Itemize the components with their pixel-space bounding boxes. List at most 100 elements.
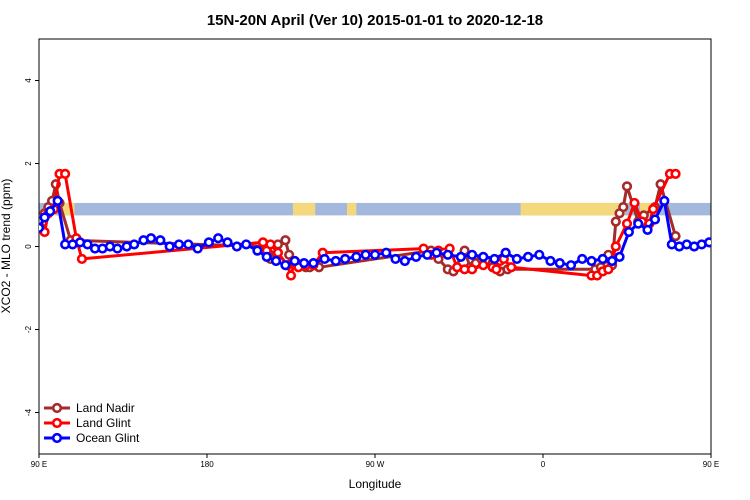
data-point-ocean-glint <box>164 241 175 252</box>
data-point-ocean-glint <box>381 247 392 258</box>
land-mask-band <box>39 202 711 216</box>
legend-swatch-marker <box>51 417 63 429</box>
legend-swatch-marker <box>51 432 63 444</box>
y-tick-label: -4 <box>24 408 33 416</box>
data-point-ocean-glint <box>52 195 63 206</box>
data-point-ocean-glint <box>203 237 214 248</box>
legend-item-land-glint: Land Glint <box>44 416 131 430</box>
data-point-land-glint <box>285 270 297 281</box>
x-tick-label: 90 E <box>703 460 719 469</box>
series-layer <box>39 168 711 281</box>
data-point-ocean-glint <box>330 255 341 267</box>
x-tick-label: 0 <box>541 460 546 469</box>
data-point-land-nadir <box>280 235 291 246</box>
data-point-ocean-glint <box>597 253 608 265</box>
data-point-land-glint <box>60 168 71 179</box>
series-ocean-glint <box>39 195 711 271</box>
data-point-land-glint <box>670 168 681 179</box>
data-point-land-glint <box>466 264 478 275</box>
land-segment <box>292 202 316 216</box>
data-point-ocean-glint <box>399 255 410 267</box>
data-point-land-nadir <box>618 201 629 213</box>
data-point-ocean-glint <box>39 222 45 233</box>
y-tick-label: 0 <box>24 244 33 249</box>
data-point-ocean-glint <box>319 253 330 265</box>
data-point-land-glint <box>265 239 276 250</box>
legend-swatch-marker <box>51 402 63 414</box>
data-point-ocean-glint <box>145 233 157 244</box>
legend-label: Land Nadir <box>76 401 135 415</box>
data-point-ocean-glint <box>82 239 93 250</box>
data-point-land-glint <box>629 197 640 209</box>
data-point-land-nadir <box>621 181 633 192</box>
data-point-land-glint <box>610 241 621 252</box>
legend-item-ocean-glint: Ocean Glint <box>44 431 140 445</box>
data-point-ocean-glint <box>231 241 242 252</box>
legend-item-land-nadir: Land Nadir <box>44 401 135 415</box>
y-tick-label: 4 <box>24 78 33 83</box>
data-point-ocean-glint <box>360 249 371 260</box>
data-point-ocean-glint <box>478 251 489 262</box>
data-point-ocean-glint <box>390 253 401 265</box>
data-point-ocean-glint <box>704 237 711 248</box>
data-point-ocean-glint <box>442 249 453 260</box>
data-point-ocean-glint <box>173 239 185 250</box>
y-tick-label: 2 <box>24 161 33 166</box>
data-point-ocean-glint <box>129 239 140 250</box>
data-point-ocean-glint <box>39 212 50 223</box>
data-point-land-glint <box>491 264 502 275</box>
data-point-ocean-glint <box>455 251 466 262</box>
data-point-ocean-glint <box>565 260 577 271</box>
data-point-ocean-glint <box>155 235 166 246</box>
data-point-ocean-glint <box>489 253 500 265</box>
data-point-ocean-glint <box>308 258 319 269</box>
data-point-land-glint <box>648 204 659 215</box>
data-point-ocean-glint <box>252 245 263 256</box>
data-point-land-glint <box>621 218 633 229</box>
land-segment <box>347 202 357 216</box>
data-point-land-glint <box>272 247 284 258</box>
x-tick-label: 90 E <box>31 460 47 469</box>
data-point-ocean-glint <box>554 258 565 269</box>
data-point-ocean-glint <box>522 251 534 262</box>
data-point-land-glint <box>603 264 614 275</box>
data-point-land-nadir <box>670 231 681 242</box>
data-point-ocean-glint <box>410 251 422 262</box>
x-axis-label: Longitude <box>349 477 402 491</box>
data-point-ocean-glint <box>351 251 362 262</box>
data-point-ocean-glint <box>340 253 351 265</box>
land-segment <box>520 202 626 216</box>
data-point-ocean-glint <box>431 247 442 258</box>
data-point-ocean-glint <box>642 224 653 235</box>
data-point-ocean-glint <box>577 253 588 265</box>
x-tick-label: 180 <box>200 460 214 469</box>
data-point-ocean-glint <box>45 206 56 217</box>
data-point-ocean-glint <box>614 251 625 262</box>
data-point-ocean-glint <box>659 195 670 206</box>
data-point-land-nadir <box>610 216 621 227</box>
data-point-ocean-glint <box>192 243 203 254</box>
data-point-ocean-glint <box>241 239 252 250</box>
legend-label: Land Glint <box>76 416 131 430</box>
x-tick-label: 90 W <box>366 460 385 469</box>
data-point-ocean-glint <box>298 258 310 269</box>
data-point-ocean-glint <box>422 249 433 260</box>
data-point-ocean-glint <box>289 255 300 267</box>
data-point-ocean-glint <box>623 226 634 238</box>
data-point-ocean-glint <box>586 255 597 267</box>
data-point-ocean-glint <box>633 218 644 229</box>
data-point-ocean-glint <box>545 255 556 267</box>
legend-label: Ocean Glint <box>76 431 140 445</box>
y-tick-label: -2 <box>24 325 33 333</box>
data-point-land-glint <box>506 262 517 273</box>
data-point-ocean-glint <box>183 239 194 250</box>
data-point-ocean-glint <box>369 249 381 260</box>
data-point-ocean-glint <box>606 255 618 267</box>
chart-title: 15N-20N April (Ver 10) 2015-01-01 to 202… <box>207 12 543 29</box>
plot-frame <box>38 38 712 455</box>
data-point-ocean-glint <box>649 214 661 225</box>
data-point-ocean-glint <box>222 237 233 248</box>
data-point-ocean-glint <box>213 233 224 244</box>
